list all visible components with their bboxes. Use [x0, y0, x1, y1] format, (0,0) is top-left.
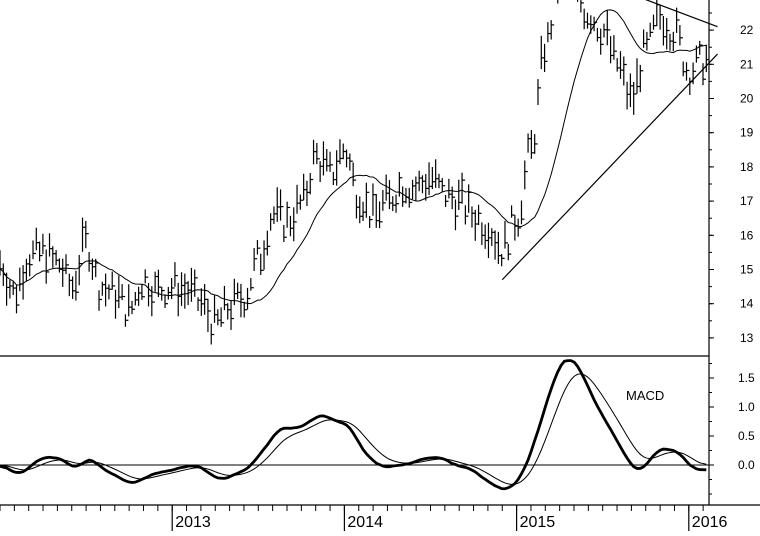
price-y-tick-label: 20 [740, 92, 754, 106]
x-tick-label: 2016 [692, 514, 728, 531]
macd-line [0, 359, 707, 491]
price-y-tick-label: 17 [740, 194, 754, 208]
price-y-tick-label: 19 [740, 126, 754, 140]
macd-panel [0, 359, 709, 491]
price-y-tick-label: 23 [740, 0, 754, 3]
macd-y-tick-label: 1.5 [738, 371, 755, 385]
falling-trendline [645, 0, 718, 28]
macd-label: MACD [626, 388, 664, 403]
macd-y-tick-label: 0.0 [738, 458, 755, 472]
price-y-tick-label: 14 [740, 297, 754, 311]
price-y-tick-label: 18 [740, 160, 754, 174]
moving-average-line [0, 9, 707, 305]
x-tick-label: 2015 [520, 514, 556, 531]
price-y-tick-label: 22 [740, 23, 754, 37]
macd-signal-line [0, 373, 707, 485]
price-y-tick-label: 13 [740, 331, 754, 345]
price-y-tick-label: 16 [740, 228, 754, 242]
price-panel [0, 0, 718, 345]
macd-y-tick-label: 1.0 [738, 400, 755, 414]
price-y-tick-label: 21 [740, 57, 754, 71]
price-y-tick-label: 15 [740, 263, 754, 277]
macd-y-tick-label: 0.5 [738, 429, 755, 443]
rising-trendline [501, 53, 718, 281]
x-tick-label: 2014 [347, 514, 383, 531]
x-tick-label: 2013 [175, 514, 211, 531]
